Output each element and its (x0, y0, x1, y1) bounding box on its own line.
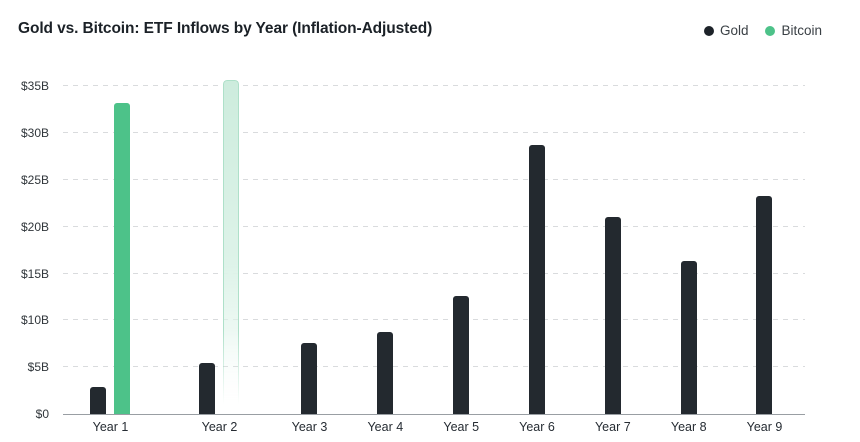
x-tick-label-year-6: Year 6 (519, 420, 555, 434)
bar-bitcoin-year-2[interactable] (223, 79, 240, 414)
gold-legend-dot-icon (703, 25, 714, 36)
bar-gold-year-5[interactable] (453, 296, 470, 414)
bar-gold-year-9[interactable] (756, 195, 773, 414)
y-tick-label-0: $0 (35, 407, 49, 421)
y-tick-label-15: $15B (20, 266, 49, 281)
y-tick-label-10: $10B (20, 313, 49, 328)
x-tick-label-year-9: Year 9 (746, 420, 783, 434)
bar-gold-year-3[interactable] (301, 342, 318, 414)
gridline-20 (63, 225, 805, 227)
gridline-10 (63, 319, 805, 321)
bar-gold-year-1[interactable] (90, 386, 107, 414)
x-axis: Year 1 Year 2 Year 3 Year 4 Year 5 Year 6 Year… (63, 420, 805, 440)
gridline-30 (63, 132, 805, 134)
bar-gold-year-8[interactable] (680, 261, 697, 414)
y-tick-label-30: $30B (20, 126, 49, 141)
legend-label-bitcoin: Bitcoin (781, 23, 822, 38)
gridline-25 (63, 178, 805, 180)
y-tick-label-20: $20B (20, 219, 49, 234)
legend-item-bitcoin[interactable]: Bitcoin (765, 23, 822, 38)
bar-gold-year-7[interactable] (604, 217, 621, 414)
chart-title: Gold vs. Bitcoin: ETF Inflows by Year (I… (18, 20, 433, 37)
bar-gold-year-6[interactable] (528, 145, 545, 414)
x-tick-label-year-8: Year 8 (670, 420, 707, 434)
x-tick-label-year-3: Year 3 (291, 420, 328, 434)
bar-bitcoin-year-1[interactable] (114, 103, 131, 414)
gridline-15 (63, 272, 805, 274)
y-tick-label-35: $35B (20, 79, 49, 94)
x-tick-label-year-1: Year 1 (92, 420, 129, 434)
bar-gold-year-2[interactable] (199, 363, 216, 414)
bitcoin-legend-dot-icon (765, 25, 776, 36)
y-axis: $35B $30B $25B $20B $15B $10B $5B $0 (0, 76, 55, 421)
x-tick-label-year-5: Year 5 (443, 420, 480, 434)
legend-label-gold: Gold (719, 23, 749, 38)
x-tick-label-year-2: Year 2 (201, 420, 238, 434)
legend-item-gold[interactable]: Gold (703, 23, 749, 38)
plot-area (63, 76, 805, 415)
x-tick-label-year-7: Year 7 (594, 420, 631, 434)
gridline-5 (63, 366, 805, 368)
y-tick-label-5: $5B (27, 360, 49, 375)
gridline-35 (63, 85, 805, 87)
x-tick-label-year-4: Year 4 (367, 420, 404, 434)
y-tick-label-25: $25B (20, 172, 49, 187)
bar-gold-year-4[interactable] (377, 331, 394, 414)
legend: Gold Bitcoin (703, 23, 822, 38)
